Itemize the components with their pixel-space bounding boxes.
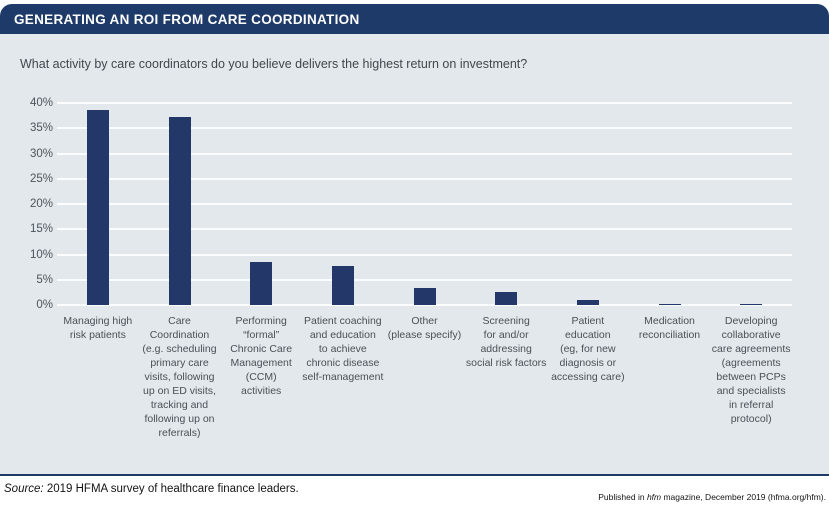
publication-note: Published in hfm magazine, December 2019… — [598, 492, 826, 502]
page-title: GENERATING AN ROI FROM CARE COORDINATION — [14, 11, 360, 27]
header-band: GENERATING AN ROI FROM CARE COORDINATION — [0, 4, 829, 34]
y-tick-label: 30% — [29, 147, 53, 160]
bar — [658, 303, 681, 305]
y-tick-label: 15% — [29, 223, 53, 236]
gridline — [57, 177, 792, 180]
y-tick-label: 20% — [29, 198, 53, 210]
bar — [413, 287, 436, 305]
bar — [495, 291, 518, 305]
bar — [331, 266, 354, 305]
bar — [250, 261, 273, 305]
bar — [86, 110, 109, 305]
x-axis-label: Screening for and/or addressing social r… — [465, 315, 547, 369]
bar — [740, 303, 763, 305]
x-axis-label: Developing collaborative care agreements… — [711, 315, 791, 425]
gridline — [57, 304, 792, 306]
bar — [168, 117, 191, 305]
x-axis-label: Performing “formal” Chronic Care Managem… — [230, 315, 293, 397]
y-tick-label: 0% — [36, 299, 53, 311]
x-axis-label: Patient coaching and education to achiev… — [302, 315, 384, 383]
x-axis-label: Medication reconciliation — [638, 315, 701, 341]
gridline — [57, 278, 792, 281]
gridline — [57, 152, 792, 155]
x-axis-label: Patient education (eg, for new diagnosis… — [551, 315, 625, 383]
x-axis-labels: Managing high risk patients Care Coordina… — [57, 314, 792, 474]
gridline — [57, 127, 792, 130]
chart-panel: What activity by care coordinators do yo… — [0, 34, 829, 474]
y-tick-label: 25% — [29, 172, 53, 185]
published-suffix: magazine, December 2019 (hfma.org/hfm). — [661, 492, 826, 502]
footer-divider — [0, 474, 829, 476]
x-axis-label: Other (please specify) — [387, 315, 462, 341]
chart-question: What activity by care coordinators do yo… — [20, 57, 528, 71]
gridline — [57, 102, 792, 104]
y-axis: 0% 5% 10% 15% 20% 25% 30% 35% 40% — [0, 97, 53, 311]
gridline — [57, 228, 792, 231]
plot-area — [57, 102, 792, 306]
published-prefix: Published in — [598, 492, 647, 502]
y-tick-label: 10% — [29, 248, 53, 261]
y-tick-label: 5% — [36, 273, 53, 286]
source-text: 2019 HFMA survey of healthcare finance l… — [43, 483, 299, 495]
source-label: Source: — [4, 483, 44, 495]
bar — [576, 300, 599, 305]
published-magazine-name: hfm — [646, 492, 662, 502]
source-note: Source: 2019 HFMA survey of healthcare f… — [4, 483, 299, 495]
x-axis-label: Care Coordination (e.g. scheduling prima… — [142, 315, 217, 439]
x-axis-label: Managing high risk patients — [63, 315, 133, 341]
y-tick-label: 40% — [29, 97, 53, 109]
gridline — [57, 253, 792, 256]
gridline — [57, 203, 792, 205]
y-tick-label: 35% — [29, 122, 53, 135]
